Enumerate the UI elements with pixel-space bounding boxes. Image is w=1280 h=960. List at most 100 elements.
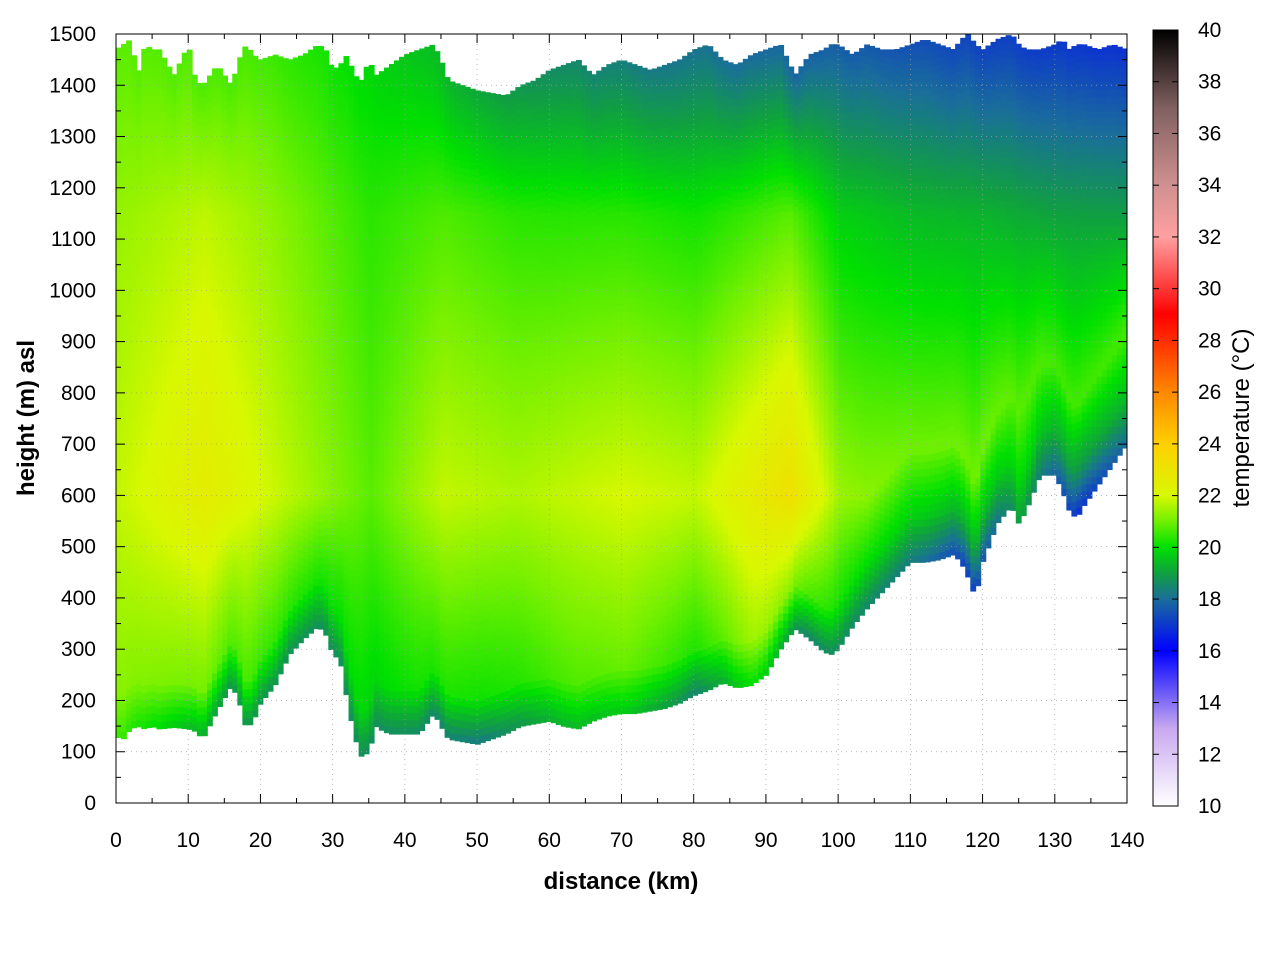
heatmap-cell [318,521,325,530]
heatmap-cell [348,303,355,312]
heatmap-cell [257,438,264,447]
heatmap-cell [348,217,355,226]
heatmap-cell [368,477,375,486]
heatmap-cell [277,293,284,302]
heatmap-cell [196,534,203,543]
heatmap-cell [368,685,375,694]
heatmap-cell [222,273,229,282]
heatmap-cell [328,232,335,241]
heatmap-cell [212,84,218,93]
heatmap-cell [171,217,178,226]
heatmap-cell [252,450,259,459]
heatmap-cell [308,568,314,577]
heatmap-cell [232,325,239,334]
heatmap-cell [353,382,360,391]
heatmap-cell [303,335,309,344]
heatmap-cell [237,467,244,476]
heatmap-cell [191,659,198,668]
heatmap-cell [237,618,244,627]
heatmap-cell [333,96,340,105]
heatmap-cell [318,420,325,429]
heatmap-cell [131,404,138,413]
heatmap-cell [333,82,340,91]
heatmap-cell [171,440,178,449]
heatmap-cell [201,340,208,349]
heatmap-cell [212,485,218,494]
heatmap-cell [242,300,249,309]
heatmap-cell [388,310,395,319]
heatmap-cell [151,662,158,671]
heatmap-cell [131,548,138,557]
heatmap-cell [222,395,229,404]
heatmap-cell [368,426,375,435]
heatmap-cell [303,178,309,186]
heatmap-cell [378,76,385,85]
heatmap-cell [373,568,380,577]
heatmap-cell [242,573,249,582]
heatmap-cell [262,187,269,196]
heatmap-cell [303,127,309,136]
heatmap-cell [222,259,229,268]
heatmap-cell [181,52,188,55]
heatmap-cell [151,669,158,678]
heatmap-cell [297,584,304,593]
heatmap-cell [186,140,193,149]
heatmap-cell [323,476,330,485]
heatmap-cell [146,239,153,248]
heatmap-cell [348,533,355,542]
heatmap-cell [262,510,269,519]
heatmap-cell [247,674,254,683]
heatmap-cell [206,158,213,167]
heatmap-cell [222,288,229,297]
heatmap-cell [257,553,264,562]
heatmap-cell [323,512,330,521]
heatmap-cell [232,369,239,378]
heatmap-cell [287,646,294,654]
heatmap-cell [388,453,395,462]
heatmap-cell [232,125,239,133]
heatmap-cell [242,128,249,137]
heatmap-cell [242,480,249,489]
heatmap-cell [378,112,385,121]
heatmap-cell [333,139,340,148]
heatmap-cell [348,669,355,678]
heatmap-cell [394,697,400,706]
heatmap-cell [242,78,249,87]
heatmap-cell [333,642,340,651]
heatmap-cell [227,652,234,661]
heatmap-cell [181,591,188,600]
heatmap-cell [388,504,395,513]
heatmap-cell [161,57,168,62]
heatmap-cell [116,493,122,502]
heatmap-cell [252,84,259,93]
heatmap-cell [116,651,122,660]
heatmap-cell [146,110,153,118]
heatmap-cell [297,254,304,263]
heatmap-cell [383,380,390,389]
heatmap-cell [282,397,289,406]
heatmap-cell [151,209,158,218]
heatmap-cell [368,398,375,407]
heatmap-cell [151,712,158,721]
heatmap-cell [161,75,168,84]
heatmap-cell [388,130,395,139]
heatmap-cell [303,443,309,452]
heatmap-cell [116,177,122,186]
heatmap-cell [196,362,203,371]
heatmap-cell [343,364,350,373]
heatmap-cell [262,295,269,304]
heatmap-cell [196,649,203,658]
heatmap-cell [247,631,254,640]
heatmap-cell [156,448,163,457]
heatmap-cell [277,171,284,180]
heatmap-cell [368,635,375,644]
heatmap-cell [252,565,259,574]
heatmap-cell [262,381,269,390]
heatmap-cell [378,385,385,394]
heatmap-cell [338,177,345,186]
heatmap-cell [126,379,132,388]
heatmap-cell [262,58,269,67]
heatmap-cell [212,572,218,581]
heatmap-cell [141,311,148,320]
heatmap-cell [126,128,132,137]
